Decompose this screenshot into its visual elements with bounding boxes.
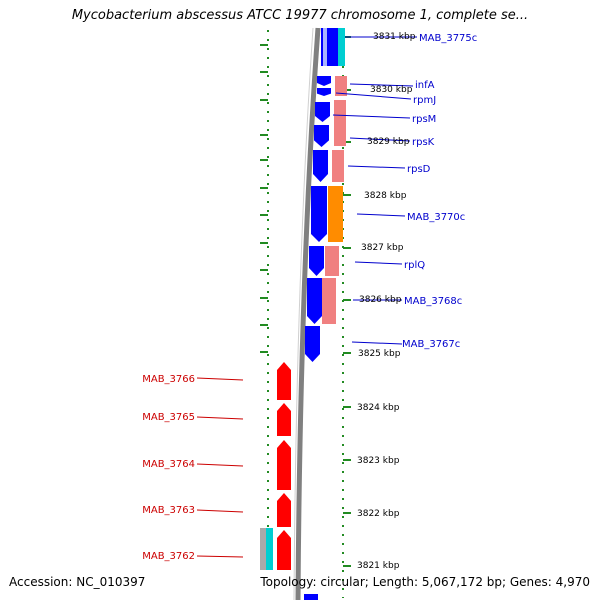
leader-left-4 [196, 555, 244, 558]
gene-MAB_3765 [277, 403, 291, 436]
gene-MAB_3770c [311, 186, 327, 242]
leader-right-4 [349, 137, 411, 142]
gene-label-rplQ[interactable]: rplQ [404, 260, 425, 271]
accession-text: Accession: NC_010397 [9, 575, 146, 589]
leader-right-2 [335, 92, 412, 100]
gene-label-MAB_3764[interactable]: MAB_3764 [142, 459, 195, 470]
scale-label-2: 3829 kbp [367, 137, 410, 147]
leader-left-1 [196, 416, 244, 420]
scale-label-8: 3823 kbp [357, 456, 400, 466]
leader-right-5 [347, 165, 406, 169]
gene-label-MAB_3770c[interactable]: MAB_3770c [407, 212, 465, 223]
gene-label-MAB_3766[interactable]: MAB_3766 [142, 374, 195, 385]
gene-label-MAB_3762[interactable]: MAB_3762 [142, 551, 195, 562]
scale-label-1: 3830 kbp [370, 85, 413, 95]
rrna-3 [332, 150, 344, 182]
scale-labels: 3831 kbp 3830 kbp 3829 kbp 3828 kbp 3827 kbp… [357, 32, 416, 571]
rrna-4 [325, 246, 339, 276]
feature-cyan-top [338, 28, 345, 66]
gene-label-MAB_3768c[interactable]: MAB_3768c [404, 296, 462, 307]
gene-label-rpsK[interactable]: rpsK [412, 137, 435, 148]
gene-label-rpmJ[interactable]: rpmJ [413, 95, 436, 106]
leader-right-7 [354, 261, 403, 265]
scale-label-3: 3828 kbp [364, 191, 407, 201]
scale-label-5: 3826 kbp [359, 295, 402, 305]
gene-label-rpsM[interactable]: rpsM [412, 114, 436, 125]
gene-MAB_3764 [277, 440, 291, 490]
gene-rpsK [314, 125, 329, 147]
gene-rpsM [315, 102, 330, 122]
backbone [295, 27, 321, 600]
gene-MAB_3762 [277, 530, 291, 570]
gene-label-infA[interactable]: infA [415, 80, 435, 91]
map-title: Mycobacterium abscessus ATCC 19977 chrom… [71, 8, 529, 23]
gene-MAB_3766 [277, 362, 291, 400]
gene-label-MAB_3763[interactable]: MAB_3763 [142, 505, 195, 516]
gene-bottom-partial [304, 594, 318, 600]
gene-label-rpsD[interactable]: rpsD [407, 164, 431, 175]
feature-orange [328, 186, 343, 242]
rrna-2 [334, 100, 346, 146]
scale-label-0: 3831 kbp [373, 32, 416, 42]
gene-label-MAB_3775c[interactable]: MAB_3775c [419, 33, 477, 44]
backbone-highlight [293, 27, 314, 600]
gene-label-MAB_3765[interactable]: MAB_3765 [142, 412, 195, 423]
left-ticks [260, 44, 268, 353]
feature-mab3775c-highlight [323, 28, 327, 66]
feature-cyan-bottom [266, 528, 273, 570]
feature-gray-bottom [260, 528, 266, 570]
scale-label-4: 3827 kbp [361, 243, 404, 253]
leader-right-3 [332, 114, 411, 119]
scale-label-10: 3821 kbp [357, 561, 400, 571]
gene-labels: MAB_3775c infA rpmJ rpsM rpsK rpsD MAB_3770crp… [142, 33, 477, 562]
rrna-5 [322, 278, 336, 324]
gene-MAB_3763 [277, 493, 291, 527]
gene-label-MAB_3767c[interactable]: MAB_3767c [402, 339, 460, 350]
gene-rpmJ [317, 88, 331, 96]
summary-text: Topology: circular; Length: 5,067,172 bp… [260, 575, 590, 589]
rrna-1 [335, 76, 347, 96]
gene-infA [317, 76, 331, 86]
leader-right-6 [356, 213, 406, 217]
scale-label-7: 3824 kbp [357, 403, 400, 413]
leader-lines [196, 36, 417, 558]
leader-right-1 [349, 83, 414, 87]
scale-label-9: 3822 kbp [357, 509, 400, 519]
gene-MAB_3768c [307, 278, 322, 324]
gene-rpsD [313, 150, 328, 182]
gene-rplQ [309, 246, 324, 276]
leader-left-0 [196, 377, 244, 381]
leader-right-9 [351, 341, 403, 345]
scale-label-6: 3825 kbp [358, 349, 401, 359]
leader-left-2 [196, 463, 244, 467]
gene-MAB_3767c [305, 326, 320, 362]
feature-track [260, 28, 347, 600]
leader-left-3 [196, 509, 244, 513]
